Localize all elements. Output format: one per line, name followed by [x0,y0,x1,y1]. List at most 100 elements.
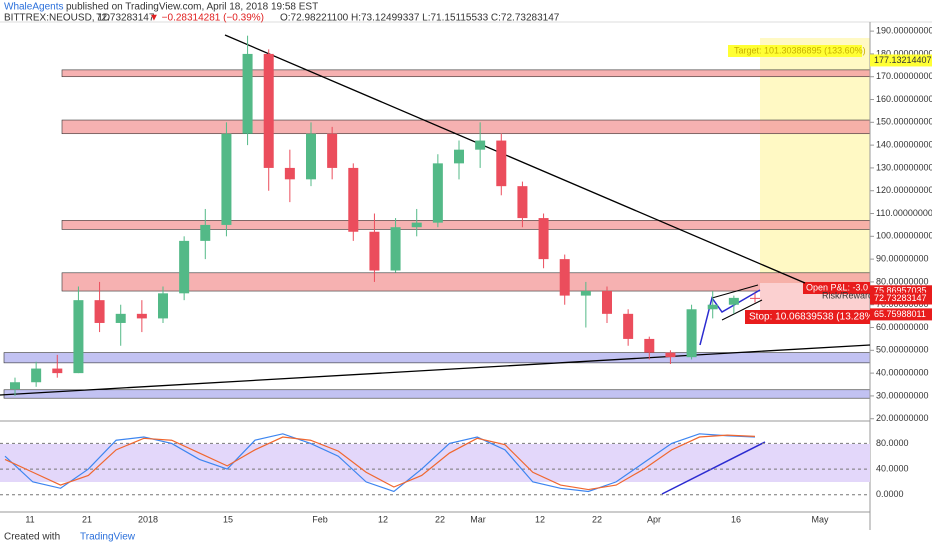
x-tick-label: 12 [378,514,388,524]
y-tick-label: 180.00000000 [876,48,932,58]
candle-body [179,240,190,294]
y-tick-label: 190.00000000 [876,25,932,35]
open-pnl: Open P&L: -3.0 [806,282,868,292]
published: published on TradingView.com, April 18, … [66,2,318,13]
y-tick-label: 110.00000000 [876,208,932,218]
price-marker [870,292,932,305]
stoch-trend-arrow [661,441,766,495]
stoch-tick-label: 40.0000 [876,463,909,473]
resistance-trendline [224,34,806,284]
price-marker [870,308,932,321]
x-tick-label: Mar [470,514,486,524]
stoch-tick-label: 80.0000 [876,438,909,448]
y-tick-label: 140.00000000 [876,139,932,149]
candle-body [136,313,147,319]
stoch-band [0,444,870,482]
target: Target: 101.30386895 (133.60%) [734,45,866,55]
stop: Stop: 10.06839538 (13.28%) [749,312,877,323]
x-tick-label: May [811,514,829,524]
price-marker-label: 75.86957035 [874,286,927,296]
candle-body [327,133,338,168]
ohlc: O:72.98221100 H:73.12499337 L:71.1511553… [280,13,560,24]
price-marker-label: 72.73283147 [874,293,927,303]
candle-body [221,133,232,225]
candle-body [665,352,676,358]
x-tick-label: 11 [25,514,34,524]
zone [3,352,871,364]
y-tick-label: 40.00000000 [876,367,929,377]
candle-body [200,224,211,241]
candle-body [10,382,20,390]
x-tick-label: 16 [731,514,741,524]
wedge-bottom [721,299,763,321]
stoch-k [4,433,756,493]
risk-reward: Risk/Reward [822,290,873,300]
candle-body [707,304,718,310]
candle-body [94,300,105,323]
x-tick-label: 22 [592,514,602,524]
stoch-d [4,434,756,491]
zone [61,220,871,230]
candle-body [750,297,760,299]
change: ▼ −0.28314281 (−0.39%) [149,13,264,24]
stoch-tick-label: 0.0000 [876,489,904,499]
target-zone [760,38,870,283]
y-tick-label: 130.00000000 [876,162,932,172]
y-tick-label: 120.00000000 [876,185,932,195]
y-tick-label: 100.00000000 [876,231,932,241]
x-tick-label: 2018 [138,514,158,524]
footer-created: Created with [4,532,60,543]
zone [3,389,871,399]
candle-body [306,133,316,180]
candle-body [496,140,507,187]
y-tick-label: 20.00000000 [876,413,929,423]
x-tick-label: Apr [647,514,661,524]
support-trendline [0,344,871,396]
candle-body [348,167,359,232]
candle-body [390,227,401,271]
y-tick-label: 80.00000000 [876,276,929,286]
candle-body [728,297,739,305]
price-marker-label: 65.75988011 [874,309,926,319]
candle-body [454,149,464,164]
y-tick-label: 60.00000000 [876,322,929,332]
wedge-top [711,284,759,299]
x-tick-label: 15 [223,514,233,524]
candle-body [52,368,63,374]
candle-body [73,300,84,374]
author[interactable]: WhaleAgents [4,2,63,13]
candle-body [115,313,126,323]
candle-body [602,291,612,314]
candle-body [31,368,42,383]
candle-body [559,259,570,296]
candle-body [517,186,528,219]
zone [61,119,871,135]
candle-body [538,218,549,260]
candle-body [158,293,168,319]
candle-body [242,53,253,134]
stop-bg [745,310,870,324]
candle-body [475,140,486,150]
zone [61,69,871,78]
price-marker [870,54,932,67]
y-tick-label: 30.00000000 [876,390,929,400]
candle-body [369,231,380,271]
y-tick-label: 50.00000000 [876,345,929,355]
footer-brand[interactable]: TradingView [80,532,136,543]
last: 72.73283147 [96,13,155,24]
candle-body [263,53,274,168]
price-marker-label: 177.13214407 [874,55,932,65]
x-tick-label: 22 [435,514,445,524]
candle-body [623,313,634,339]
y-tick-label: 150.00000000 [876,117,932,127]
candle-body [580,291,591,296]
y-tick-label: 170.00000000 [876,71,932,81]
candle-body [644,338,655,353]
y-tick-label: 90.00000000 [876,253,929,263]
pnl-bg [803,282,870,294]
symbol: BITTREX:NEOUSD, 1D [4,13,110,24]
target-bg [728,45,862,57]
y-tick-label: 160.00000000 [876,94,932,104]
candle-body [284,167,295,180]
candle-body [686,309,697,358]
